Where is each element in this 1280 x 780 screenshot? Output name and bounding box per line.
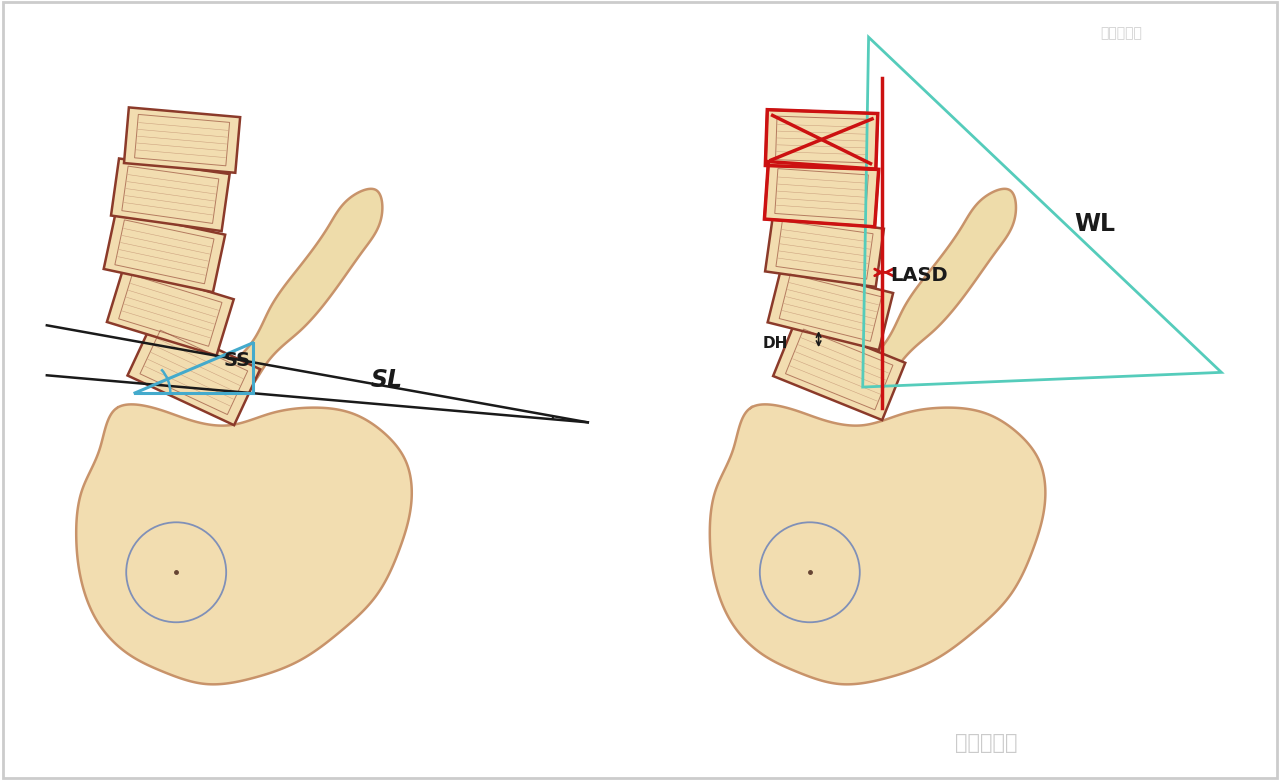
Text: SL: SL (370, 368, 402, 392)
Polygon shape (768, 265, 893, 350)
Text: DH: DH (763, 335, 788, 351)
Text: LASD: LASD (891, 266, 948, 285)
Polygon shape (128, 320, 260, 425)
Polygon shape (108, 266, 234, 356)
Polygon shape (104, 211, 225, 292)
Polygon shape (124, 108, 241, 173)
Text: SS: SS (223, 352, 251, 370)
Polygon shape (77, 404, 412, 684)
Polygon shape (765, 110, 878, 169)
Text: 小骨科学会: 小骨科学会 (1101, 27, 1142, 41)
Circle shape (760, 523, 860, 622)
Polygon shape (765, 213, 884, 287)
Polygon shape (111, 158, 229, 231)
Polygon shape (863, 189, 1016, 390)
Text: WL: WL (1074, 212, 1115, 236)
Polygon shape (773, 319, 905, 420)
Polygon shape (229, 189, 383, 390)
Text: 骨关节空间: 骨关节空间 (955, 732, 1018, 753)
Polygon shape (764, 161, 878, 227)
Polygon shape (710, 404, 1046, 684)
Circle shape (127, 523, 227, 622)
